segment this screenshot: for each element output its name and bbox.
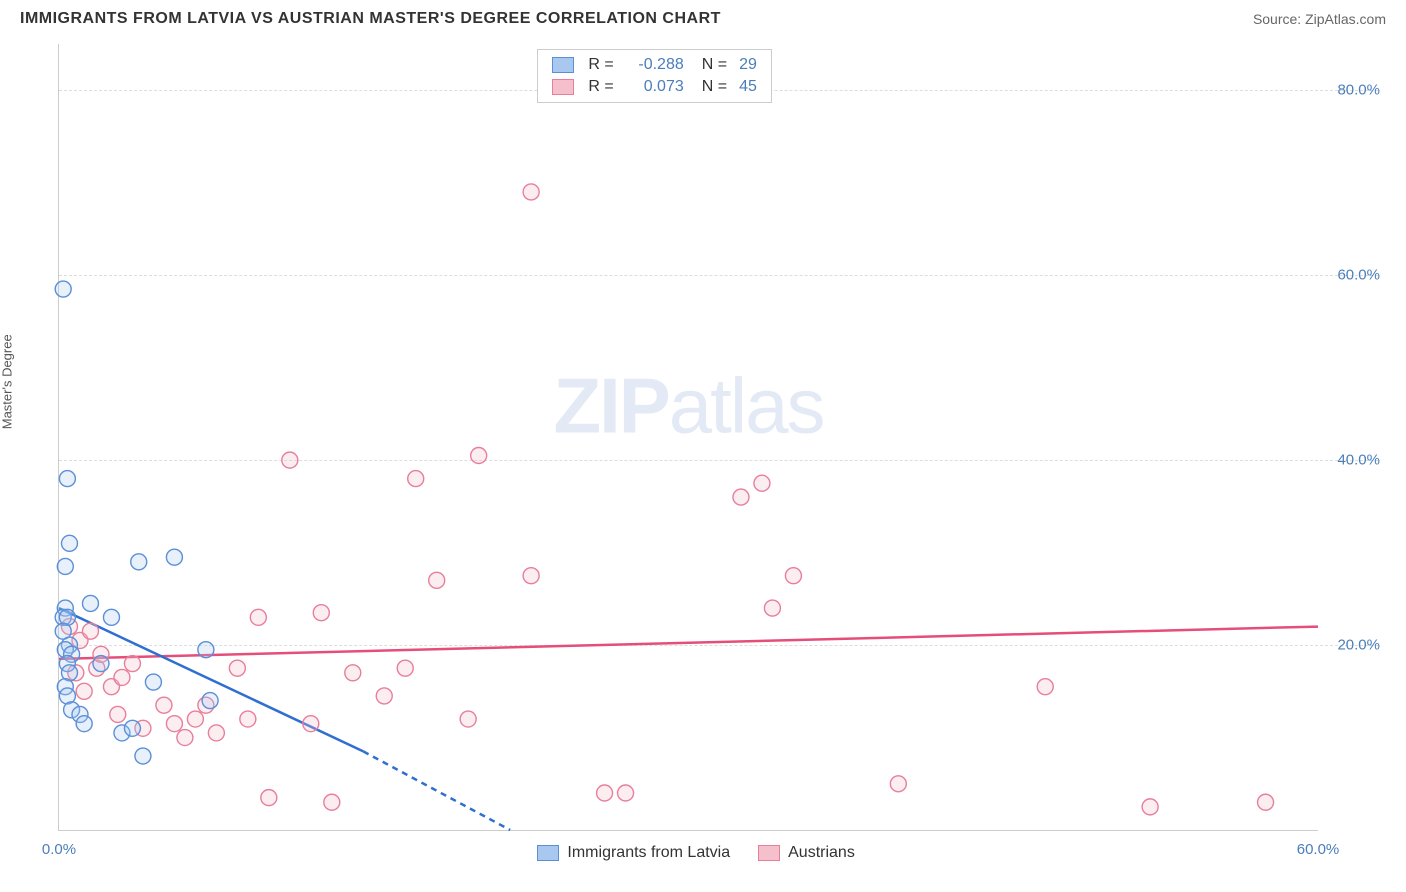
correlation-legend: R = -0.288 N = 29 R = 0.073 N = 45 <box>537 49 771 103</box>
chart-title: IMMIGRANTS FROM LATVIA VS AUSTRIAN MASTE… <box>20 10 721 28</box>
plot-area: ZIPatlas 20.0%40.0%60.0%80.0% 0.0%60.0% … <box>58 44 1318 831</box>
y-tick-label: 60.0% <box>1337 267 1380 284</box>
data-point <box>471 447 487 463</box>
data-point <box>733 489 749 505</box>
data-point <box>124 656 140 672</box>
data-point <box>124 720 140 736</box>
x-tick-label: 60.0% <box>1297 841 1340 858</box>
data-point <box>376 688 392 704</box>
legend-label-series1: Immigrants from Latvia <box>567 844 730 862</box>
data-point <box>250 609 266 625</box>
y-tick-label: 20.0% <box>1337 637 1380 654</box>
trend-line <box>59 627 1318 659</box>
data-point <box>324 794 340 810</box>
r-value-series2: 0.073 <box>622 78 684 96</box>
data-point <box>345 665 361 681</box>
data-point <box>261 790 277 806</box>
data-point <box>1142 799 1158 815</box>
data-point <box>523 568 539 584</box>
data-point <box>240 711 256 727</box>
data-point <box>187 711 203 727</box>
data-point <box>202 693 218 709</box>
data-point <box>303 716 319 732</box>
data-point <box>523 184 539 200</box>
data-point <box>93 656 109 672</box>
data-point <box>397 660 413 676</box>
source-attribution: Source: ZipAtlas.com <box>1253 11 1386 27</box>
swatch-series1 <box>537 845 559 861</box>
data-point <box>131 554 147 570</box>
data-point <box>166 549 182 565</box>
data-point <box>82 623 98 639</box>
legend-row-series2: R = 0.073 N = 45 <box>552 76 756 98</box>
data-point <box>145 674 161 690</box>
data-point <box>408 471 424 487</box>
data-point <box>103 609 119 625</box>
trend-line <box>363 751 510 830</box>
data-point <box>156 697 172 713</box>
data-point <box>282 452 298 468</box>
data-point <box>114 669 130 685</box>
r-label: R = <box>588 56 613 74</box>
swatch-series2 <box>552 79 574 95</box>
r-label: R = <box>588 78 613 96</box>
data-point <box>208 725 224 741</box>
data-point <box>55 281 71 297</box>
data-point <box>177 730 193 746</box>
x-tick-label: 0.0% <box>42 841 76 858</box>
swatch-series1 <box>552 57 574 73</box>
data-point <box>198 642 214 658</box>
data-point <box>764 600 780 616</box>
legend-label-series2: Austrians <box>788 844 855 862</box>
y-axis-label: Master's Degree <box>0 334 15 429</box>
legend-item-series1: Immigrants from Latvia <box>537 844 730 862</box>
data-point <box>76 716 92 732</box>
r-value-series1: -0.288 <box>622 56 684 74</box>
data-point <box>597 785 613 801</box>
data-point <box>460 711 476 727</box>
data-point <box>618 785 634 801</box>
n-label: N = <box>702 56 727 74</box>
data-point <box>59 471 75 487</box>
y-tick-label: 40.0% <box>1337 452 1380 469</box>
swatch-series2 <box>758 845 780 861</box>
data-point <box>313 605 329 621</box>
data-point <box>135 748 151 764</box>
data-point <box>166 716 182 732</box>
n-label: N = <box>702 78 727 96</box>
legend-row-series1: R = -0.288 N = 29 <box>552 54 756 76</box>
data-point <box>429 572 445 588</box>
n-value-series2: 45 <box>739 78 757 96</box>
data-point <box>57 558 73 574</box>
data-point <box>754 475 770 491</box>
data-point <box>61 535 77 551</box>
data-point <box>890 776 906 792</box>
data-point <box>76 683 92 699</box>
series-legend: Immigrants from Latvia Austrians <box>537 844 854 862</box>
data-point <box>110 706 126 722</box>
data-point <box>82 595 98 611</box>
chart-container: Master's Degree ZIPatlas 20.0%40.0%60.0%… <box>13 34 1393 876</box>
scatter-plot-svg <box>59 44 1318 830</box>
data-point <box>1037 679 1053 695</box>
n-value-series1: 29 <box>739 56 757 74</box>
data-point <box>229 660 245 676</box>
legend-item-series2: Austrians <box>758 844 855 862</box>
data-point <box>785 568 801 584</box>
y-tick-label: 80.0% <box>1337 82 1380 99</box>
data-point <box>1258 794 1274 810</box>
